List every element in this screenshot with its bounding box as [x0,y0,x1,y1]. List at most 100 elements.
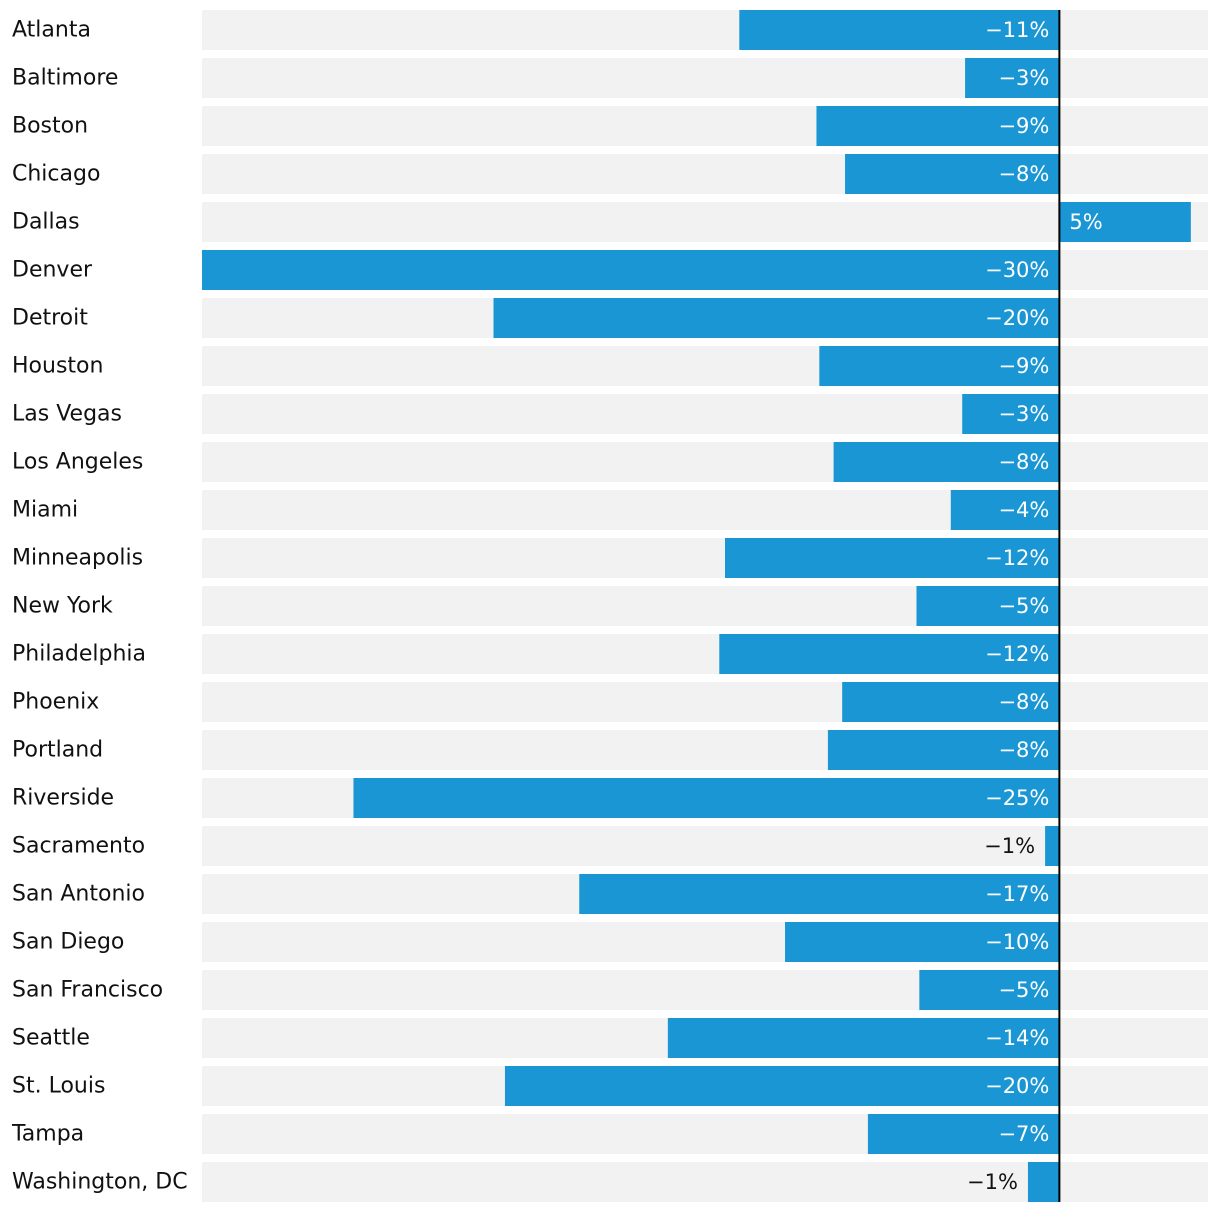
data-bar [785,922,1060,962]
category-label: New York [12,594,113,619]
bar-row: Washington, DC −1% [12,1162,1208,1202]
value-label: −9% [998,114,1049,138]
data-bar [833,442,1060,482]
bar-row: Miami −4% [12,490,1208,530]
data-bar [739,10,1060,50]
data-bar [842,682,1060,722]
bar-row: New York −5% [12,586,1208,626]
category-label: Portland [12,738,103,763]
bar-row: San Antonio −17% [12,874,1208,914]
bar-row: Houston −9% [12,346,1208,386]
bar-row: Denver −30% [12,250,1208,290]
value-label: 5% [1069,210,1102,234]
value-label: −9% [998,354,1049,378]
category-label: Miami [12,498,78,523]
category-label: Las Vegas [12,402,122,427]
data-bar [916,586,1060,626]
value-label: −12% [985,546,1049,570]
data-bar [962,394,1060,434]
data-bar [827,730,1060,770]
data-bar [579,874,1060,914]
data-bar [725,538,1060,578]
data-bar [504,1066,1060,1106]
category-label: Chicago [12,162,100,187]
value-label: −5% [998,594,1049,618]
value-label: −4% [998,498,1049,522]
value-label: −17% [985,882,1049,906]
data-bar [1059,202,1191,242]
data-bar [353,778,1060,818]
value-label: −30% [985,258,1049,282]
value-label: −1% [984,834,1035,858]
bar-row: San Francisco −5% [12,970,1208,1010]
bar-row: Atlanta −11% [12,10,1208,50]
category-label: Baltimore [12,66,118,91]
category-label: Minneapolis [12,546,143,571]
category-label: Houston [12,354,103,379]
value-label: −25% [985,786,1049,810]
category-label: Tampa [11,1122,84,1147]
category-label: Seattle [12,1026,90,1051]
bar-track [202,202,1208,242]
data-bar [867,1114,1060,1154]
data-bar [950,490,1060,530]
category-label: Philadelphia [12,642,146,667]
category-label: St. Louis [12,1074,105,1099]
bar-row: Los Angeles −8% [12,442,1208,482]
bar-row: Riverside −25% [12,778,1208,818]
category-label: Phoenix [12,690,99,715]
bar-row: Seattle −14% [12,1018,1208,1058]
category-label: San Antonio [12,882,145,907]
data-bar [1027,1162,1060,1202]
category-label: Sacramento [12,834,145,859]
bar-row: Sacramento −1% [12,826,1208,866]
category-label: Riverside [12,786,114,811]
data-bar [493,298,1060,338]
value-label: −3% [998,402,1049,426]
category-label: Denver [12,258,93,283]
data-bar [819,346,1060,386]
data-bar [919,970,1060,1010]
bar-row: Chicago −8% [12,154,1208,194]
value-label: −7% [998,1122,1049,1146]
data-bar [816,106,1060,146]
category-label: San Diego [12,930,124,955]
value-label: −8% [998,162,1049,186]
data-bar [1045,826,1060,866]
data-bar [965,58,1060,98]
value-label: −20% [985,306,1049,330]
bar-row: Boston −9% [12,106,1208,146]
bar-row: Portland −8% [12,730,1208,770]
value-label: −20% [985,1074,1049,1098]
data-bar [202,250,1060,290]
value-label: −8% [998,738,1049,762]
category-label: San Francisco [12,978,163,1003]
category-label: Boston [12,114,88,139]
bar-track [202,826,1208,866]
value-label: −3% [998,66,1049,90]
value-label: −8% [998,450,1049,474]
category-label: Los Angeles [12,450,143,475]
value-label: −1% [967,1170,1018,1194]
value-label: −8% [998,690,1049,714]
value-label: −11% [985,18,1049,42]
bar-row: San Diego −10% [12,922,1208,962]
category-label: Dallas [12,210,80,235]
bar-row: Minneapolis −12% [12,538,1208,578]
bar-row: Baltimore −3% [12,58,1208,98]
bar-row: Tampa −7% [11,1114,1208,1154]
data-bar [845,154,1060,194]
value-label: −5% [998,978,1049,1002]
value-label: −14% [985,1026,1049,1050]
category-label: Detroit [12,306,88,331]
value-label: −12% [985,642,1049,666]
data-bar [719,634,1060,674]
category-label: Washington, DC [12,1170,188,1195]
bar-row: St. Louis −20% [12,1066,1208,1106]
bar-row: Phoenix −8% [12,682,1208,722]
category-label: Atlanta [12,18,91,43]
bar-row: Las Vegas −3% [12,394,1208,434]
bar-row: Dallas 5% [12,202,1208,242]
bar-row: Detroit −20% [12,298,1208,338]
